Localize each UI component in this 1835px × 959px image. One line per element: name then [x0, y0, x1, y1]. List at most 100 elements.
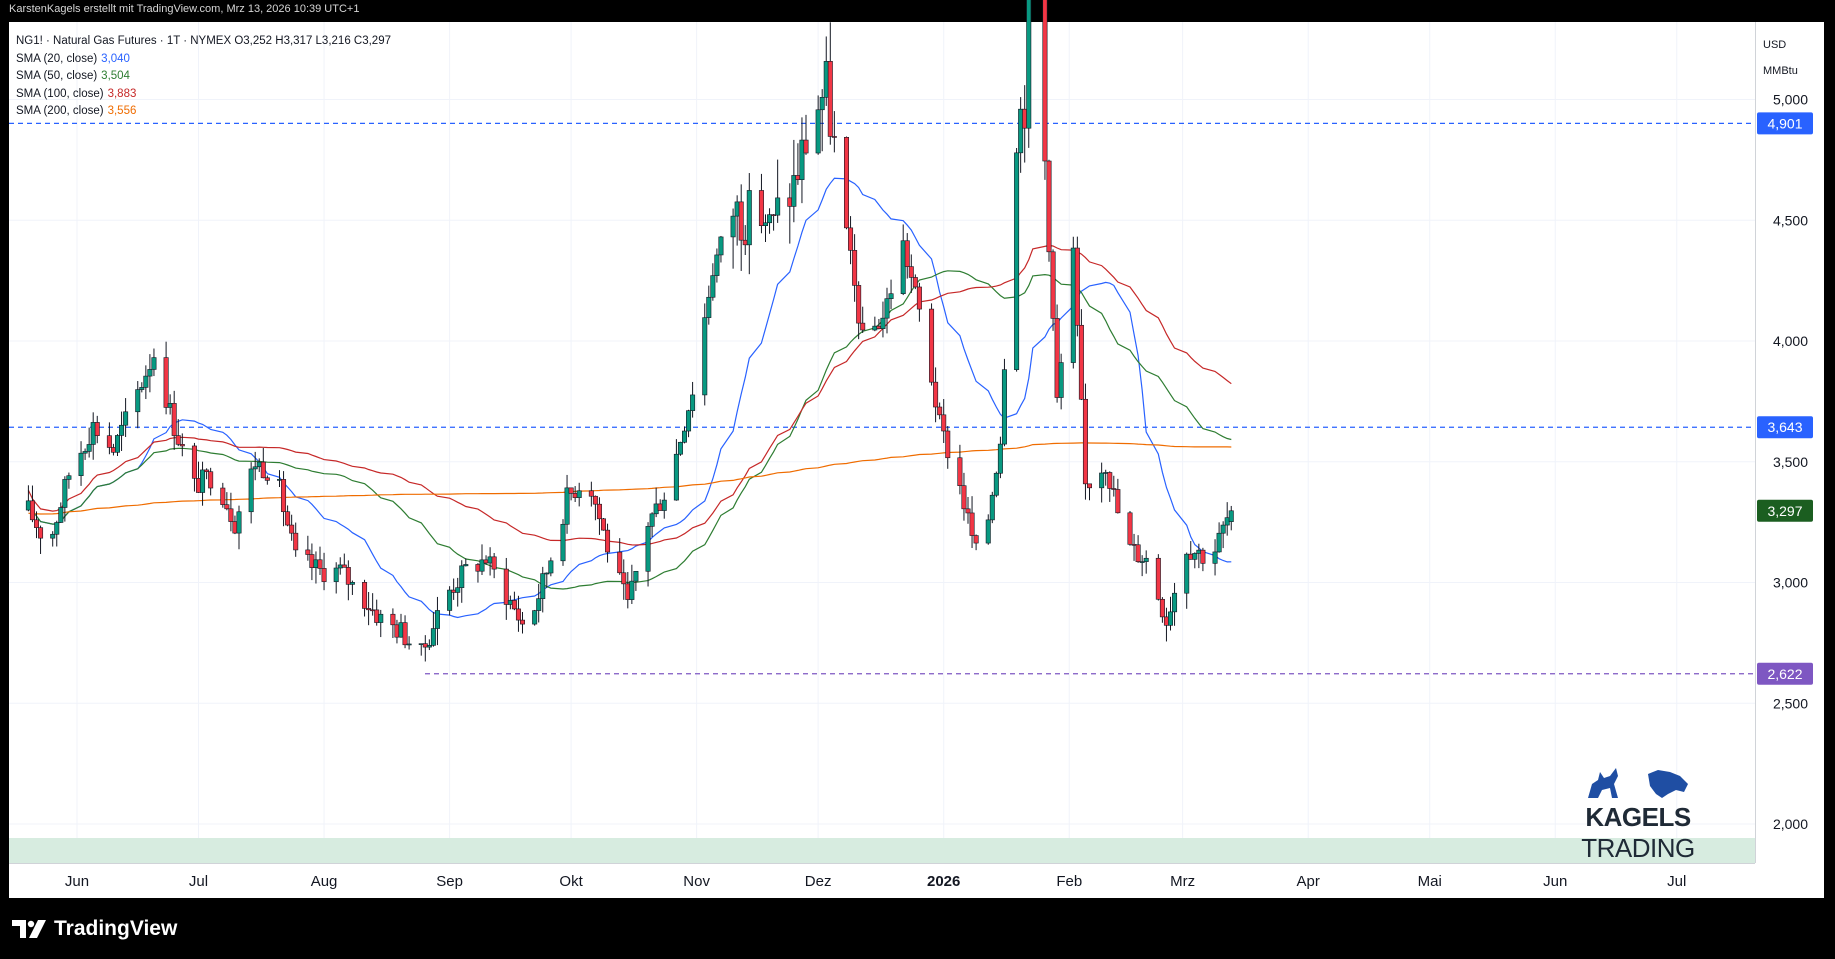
- candle-up: [313, 559, 319, 568]
- candle-up: [775, 197, 781, 216]
- candle-up: [54, 522, 60, 535]
- candle-up: [1224, 517, 1230, 526]
- candle-down: [1188, 553, 1194, 560]
- candle-up: [734, 201, 740, 217]
- candle-up: [673, 453, 679, 501]
- candle-up: [633, 570, 639, 582]
- candle-down: [451, 589, 457, 593]
- candle-up: [819, 97, 825, 111]
- legend-symbol[interactable]: NG1! · Natural Gas Futures · 1T · NYMEX …: [16, 35, 391, 47]
- candle-up: [1228, 510, 1234, 522]
- candle-up: [649, 513, 655, 527]
- legend-sma100[interactable]: SMA (100, close) 3,883: [16, 86, 391, 104]
- candle-down: [1074, 247, 1080, 326]
- candle-down: [1042, 0, 1048, 162]
- candle-down: [1087, 483, 1093, 489]
- candle-down: [1050, 251, 1056, 319]
- candles: [25, 0, 1234, 662]
- candle-up: [997, 443, 1003, 474]
- candle-up: [702, 317, 708, 396]
- bull-bear-icon: [1588, 768, 1688, 798]
- volume-band: [9, 838, 1755, 863]
- x-tick-label: Jul: [189, 873, 208, 890]
- candle-up: [1018, 108, 1024, 154]
- candle-up: [25, 500, 31, 511]
- candle-down: [305, 549, 311, 555]
- unit-label: MMBtu: [1763, 65, 1798, 77]
- candle-down: [572, 493, 578, 498]
- candle-up: [86, 444, 92, 452]
- candle-down: [483, 559, 489, 564]
- candle-up: [90, 422, 96, 445]
- candle-up: [880, 317, 886, 329]
- y-tick-label: 3,000: [1773, 575, 1808, 591]
- logo-bold: KAGELS: [1585, 802, 1691, 832]
- candle-down: [908, 266, 914, 278]
- candle-down: [856, 285, 862, 324]
- candle-up: [276, 479, 282, 481]
- candle-up: [1184, 553, 1190, 594]
- x-tick-label: Apr: [1297, 873, 1320, 890]
- candle-down: [617, 551, 623, 574]
- sma-lines: [27, 177, 1232, 619]
- candle-up: [767, 214, 773, 224]
- price-axis: 2,0002,5003,0003,5004,0004,5005,0005,500…: [1763, 39, 1808, 832]
- header-attribution: KarstenKagels erstellt mit TradingView.c…: [9, 3, 360, 15]
- candle-down: [289, 524, 295, 534]
- candle-up: [406, 643, 412, 646]
- candle-up: [548, 560, 554, 574]
- legend-sma20[interactable]: SMA (20, close) 3,040: [16, 51, 391, 69]
- x-tick-label: Jun: [1543, 873, 1567, 890]
- legend-sma50[interactable]: SMA (50, close) 3,504: [16, 68, 391, 86]
- level-badge-label: 3,643: [1767, 419, 1802, 435]
- candle-up: [123, 411, 129, 426]
- candle-up: [147, 369, 153, 377]
- candle-up: [479, 559, 485, 572]
- candle-down: [1107, 472, 1113, 489]
- candle-down: [179, 444, 185, 447]
- candle-up: [1058, 362, 1064, 398]
- x-tick-label: Feb: [1056, 873, 1082, 890]
- candle-down: [503, 568, 509, 605]
- candle-up: [1212, 551, 1218, 564]
- candle-down: [33, 519, 39, 528]
- candle-down: [929, 308, 935, 383]
- tradingview-logo[interactable]: TradingView: [12, 916, 177, 942]
- candle-down: [94, 422, 100, 436]
- candle-down: [38, 527, 44, 539]
- candle-up: [1168, 611, 1174, 626]
- candle-up: [151, 357, 157, 370]
- legend-sma200[interactable]: SMA (200, close) 3,556: [16, 103, 391, 121]
- candle-down: [596, 503, 602, 520]
- candle-up: [1103, 472, 1109, 474]
- candle-up: [507, 600, 513, 605]
- candle-down: [390, 613, 396, 626]
- chart-frame[interactable]: [9, 22, 1824, 898]
- candle-down: [860, 322, 866, 331]
- candle-up: [629, 580, 635, 600]
- candle-down: [175, 435, 181, 445]
- candle-down: [941, 414, 947, 432]
- candle-up: [139, 387, 145, 390]
- level-badge: [1757, 662, 1813, 685]
- candle-up: [82, 451, 88, 454]
- candle-up: [544, 572, 550, 575]
- candle-up: [1070, 247, 1076, 363]
- x-tick-label: Okt: [559, 873, 583, 890]
- candle-up: [560, 523, 566, 562]
- y-tick-label: 2,500: [1773, 695, 1808, 711]
- candle-down: [771, 214, 777, 216]
- candle-down: [196, 478, 202, 493]
- candle-down: [422, 643, 428, 648]
- candle-up: [487, 556, 493, 564]
- candle-up: [1014, 152, 1020, 370]
- candle-down: [309, 554, 315, 568]
- candle-down: [933, 381, 939, 408]
- candle-up: [1196, 549, 1202, 554]
- candle-up: [989, 494, 995, 521]
- candle-down: [224, 504, 230, 510]
- candle-down: [852, 250, 858, 286]
- candle-up: [677, 441, 683, 455]
- candle-up: [884, 298, 890, 319]
